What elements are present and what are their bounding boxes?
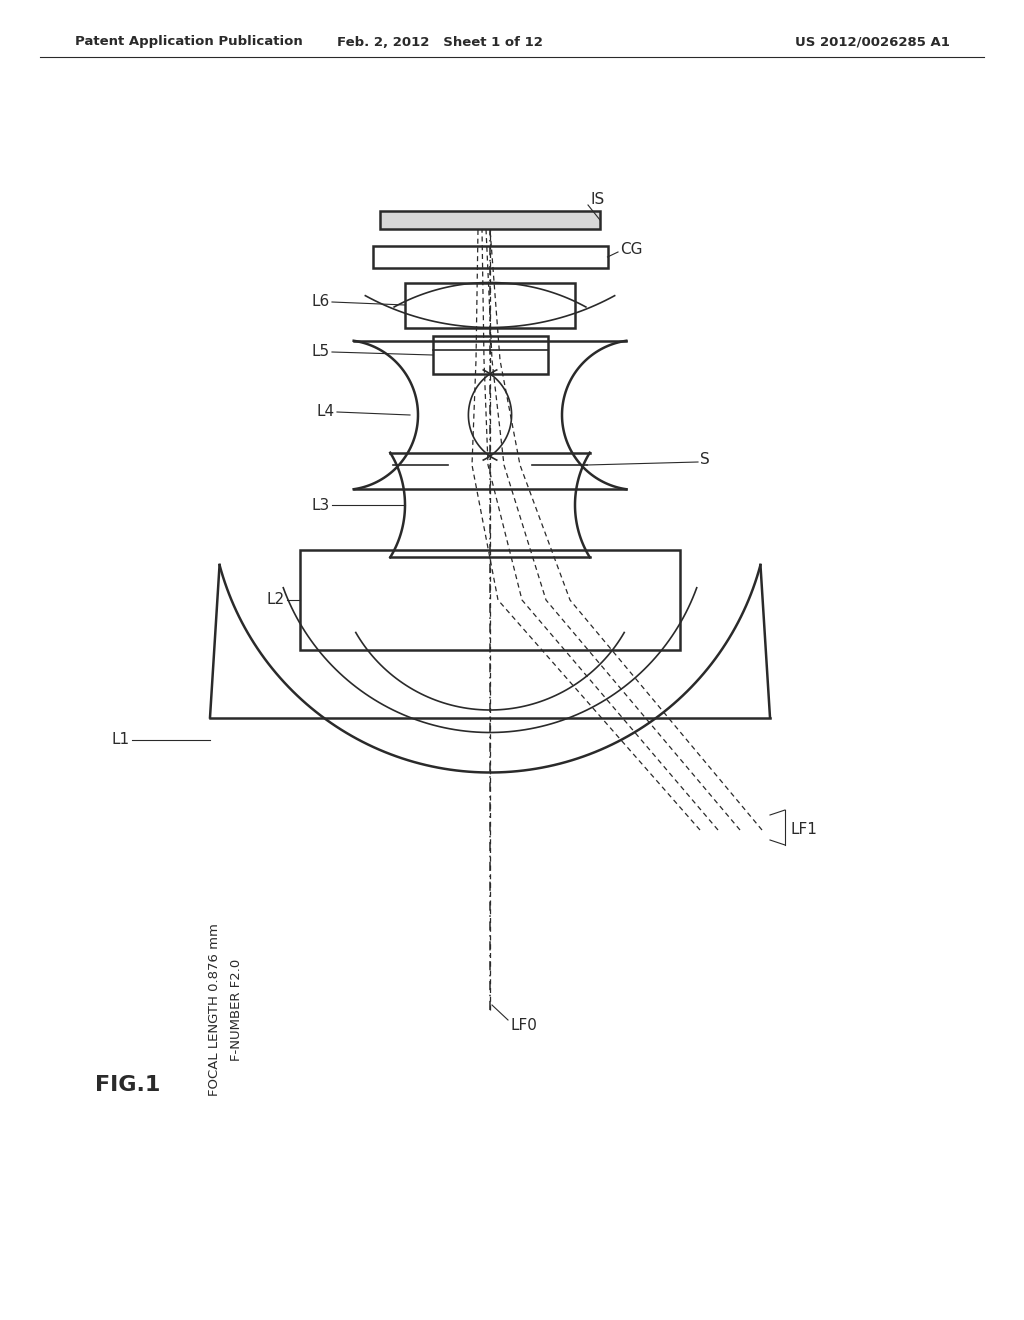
Text: L1: L1: [112, 733, 130, 747]
Text: L4: L4: [316, 404, 335, 420]
Text: Patent Application Publication: Patent Application Publication: [75, 36, 303, 49]
Text: S: S: [700, 453, 710, 467]
Bar: [406, 282, 575, 327]
Text: L2: L2: [267, 593, 285, 607]
Bar: [432, 337, 548, 374]
Text: Feb. 2, 2012   Sheet 1 of 12: Feb. 2, 2012 Sheet 1 of 12: [337, 36, 543, 49]
Bar: [373, 246, 607, 268]
Bar: [300, 550, 680, 649]
Text: L6: L6: [311, 294, 330, 309]
Text: FIG.1: FIG.1: [95, 1074, 161, 1096]
Bar: [380, 211, 600, 228]
Text: IS: IS: [590, 193, 604, 207]
Text: CG: CG: [620, 243, 642, 257]
Text: US 2012/0026285 A1: US 2012/0026285 A1: [795, 36, 950, 49]
Text: LF0: LF0: [510, 1018, 537, 1032]
Text: FOCAL LENGTH 0.876 mm: FOCAL LENGTH 0.876 mm: [209, 924, 221, 1097]
Text: L3: L3: [311, 498, 330, 512]
Text: F-NUMBER F2.0: F-NUMBER F2.0: [230, 958, 244, 1061]
Text: L5: L5: [312, 345, 330, 359]
Text: LF1: LF1: [790, 822, 817, 837]
